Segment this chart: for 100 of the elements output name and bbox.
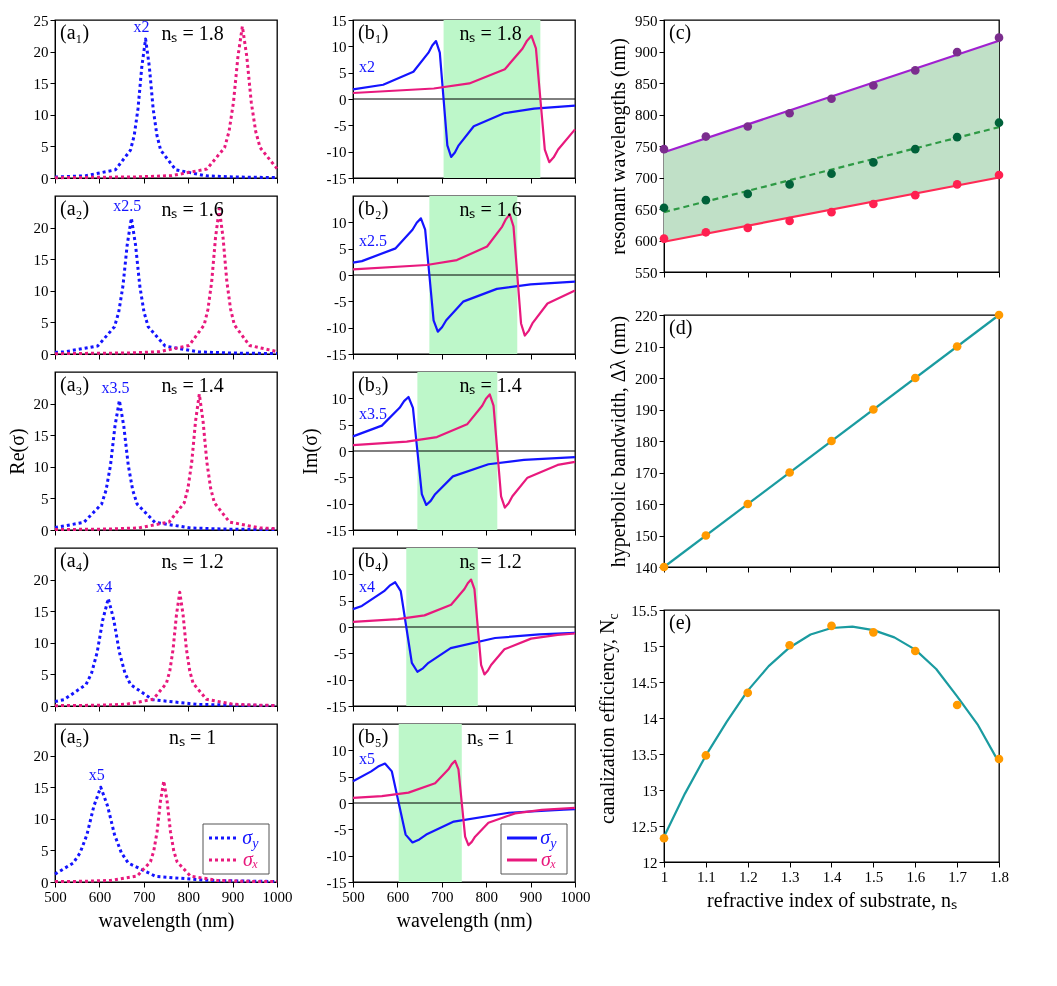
x-tick-label: 1.6	[906, 868, 926, 885]
y-tick-label: 750	[635, 138, 658, 155]
y-tick-label: 15.5	[631, 602, 658, 619]
y-tick-label: 5	[339, 65, 347, 82]
y-tick-label: 5	[41, 314, 49, 331]
x-tick-label: 500	[342, 888, 365, 905]
y-tick-label: 160	[635, 496, 658, 513]
x-axis-title: wavelength (nm)	[396, 908, 533, 932]
x-axis-title: wavelength (nm)	[98, 908, 235, 932]
y-tick-label: -15	[326, 698, 347, 715]
y-tick-label: 20	[33, 44, 49, 61]
y-tick-label: -10	[326, 848, 347, 865]
y-tick-label: 220	[635, 307, 658, 324]
y-tick-label: 10	[331, 742, 347, 759]
chart-title: nₛ = 1.6	[459, 198, 522, 220]
y-tick-label: 20	[33, 748, 49, 765]
x-tick-label: 700	[431, 888, 454, 905]
y-tick-label: -5	[334, 821, 347, 838]
x-tick-label: 1.1	[697, 868, 716, 885]
y-tick-label: 5	[41, 842, 49, 859]
y-tick-label: 0	[339, 795, 347, 812]
y-tick-label: 20	[33, 572, 49, 589]
annotation: x2.5	[359, 231, 387, 249]
y-tick-label: 15	[33, 779, 49, 796]
chart-title: nₛ = 1	[467, 726, 515, 748]
y-axis-title: resonant wavelengths (nm)	[607, 38, 630, 255]
annotation: x2	[359, 58, 375, 76]
x-tick-label: 1	[660, 868, 669, 885]
y-tick-label: 5	[41, 138, 49, 155]
y-tick-label: 10	[33, 107, 49, 124]
annotation: x3.5	[101, 379, 130, 397]
y-tick-label: 5	[339, 417, 347, 434]
y-tick-label: 25	[33, 12, 49, 29]
y-tick-label: 15	[33, 75, 49, 92]
chart-title: nₛ = 1.2	[459, 550, 522, 572]
y-tick-label: 10	[33, 635, 49, 652]
y-tick-label: 14	[642, 710, 658, 727]
y-tick-label: -15	[326, 874, 347, 891]
chart-title: nₛ = 1	[169, 726, 217, 748]
x-tick-label: 700	[133, 888, 156, 905]
x-tick-label: 1.4	[822, 868, 842, 885]
y-tick-label: 190	[635, 402, 658, 418]
annotation: (a₃)	[60, 373, 90, 396]
y-tick-label: -10	[326, 320, 347, 337]
x-tick-label: 1000	[560, 888, 591, 905]
y-tick-label: 5	[41, 490, 49, 507]
y-tick-label: 15	[33, 603, 49, 620]
y-tick-label: 0	[41, 346, 49, 363]
chart-title: nₛ = 1.8	[161, 22, 224, 44]
annotation: (c)	[669, 21, 692, 44]
x-tick-label: 800	[475, 888, 498, 905]
y-tick-label: 0	[41, 170, 49, 187]
y-tick-label: 0	[339, 443, 347, 460]
y-tick-label: 0	[339, 91, 347, 108]
y-tick-label: 5	[339, 769, 347, 786]
y-tick-label: 15	[331, 12, 347, 29]
y-axis-title: Re(σ)	[5, 428, 29, 475]
y-tick-label: 12	[642, 854, 658, 871]
chart-title: nₛ = 1.4	[161, 374, 224, 396]
annotation: (b₄)	[358, 549, 389, 572]
annotation: (a₁)	[60, 21, 90, 44]
x-tick-label: 900	[221, 888, 245, 905]
y-tick-label: 170	[635, 465, 658, 481]
annotation: (b₃)	[358, 373, 389, 396]
x-tick-label: 1000	[262, 888, 293, 905]
annotation: x3.5	[359, 405, 387, 423]
y-tick-label: 14.5	[631, 674, 658, 691]
x-axis-title: refractive index of substrate, nₛ	[707, 888, 957, 911]
y-tick-label: -10	[326, 496, 347, 513]
y-tick-label: 180	[635, 433, 658, 450]
annotation: (a₄)	[60, 549, 90, 572]
y-tick-label: 200	[635, 370, 658, 387]
x-tick-label: 500	[44, 888, 67, 905]
y-tick-label: -5	[334, 645, 347, 662]
x-tick-label: 1.2	[738, 868, 758, 885]
annotation: x5	[359, 750, 375, 768]
annotation: x4	[96, 577, 113, 595]
y-tick-label: 0	[339, 267, 347, 284]
y-tick-label: 700	[635, 170, 658, 186]
x-tick-label: 1.3	[780, 868, 800, 885]
chart-title: nₛ = 1.2	[161, 550, 224, 572]
y-axis-title: Im(σ)	[298, 428, 322, 475]
y-tick-label: 5	[339, 241, 347, 258]
chart-title: nₛ = 1.4	[459, 374, 522, 396]
annotation: x4	[359, 578, 375, 596]
y-tick-label: -15	[326, 346, 347, 363]
y-tick-label: 0	[339, 619, 347, 636]
x-tick-label: 1.7	[948, 868, 968, 885]
y-tick-label: 600	[635, 233, 658, 249]
y-tick-label: 10	[331, 566, 347, 583]
annotation: x2.5	[113, 197, 142, 215]
y-tick-label: 13.5	[631, 746, 658, 763]
y-tick-label: 10	[33, 283, 49, 300]
annotation: x5	[88, 766, 105, 784]
annotation: (a₅)	[60, 725, 90, 748]
y-tick-label: 15	[33, 427, 49, 444]
y-axis-title: hyperbolic bandwidth, Δλ (nm)	[607, 315, 630, 568]
x-tick-label: 800	[177, 888, 200, 905]
y-tick-label: 10	[331, 214, 347, 231]
y-tick-label: 850	[635, 75, 658, 92]
